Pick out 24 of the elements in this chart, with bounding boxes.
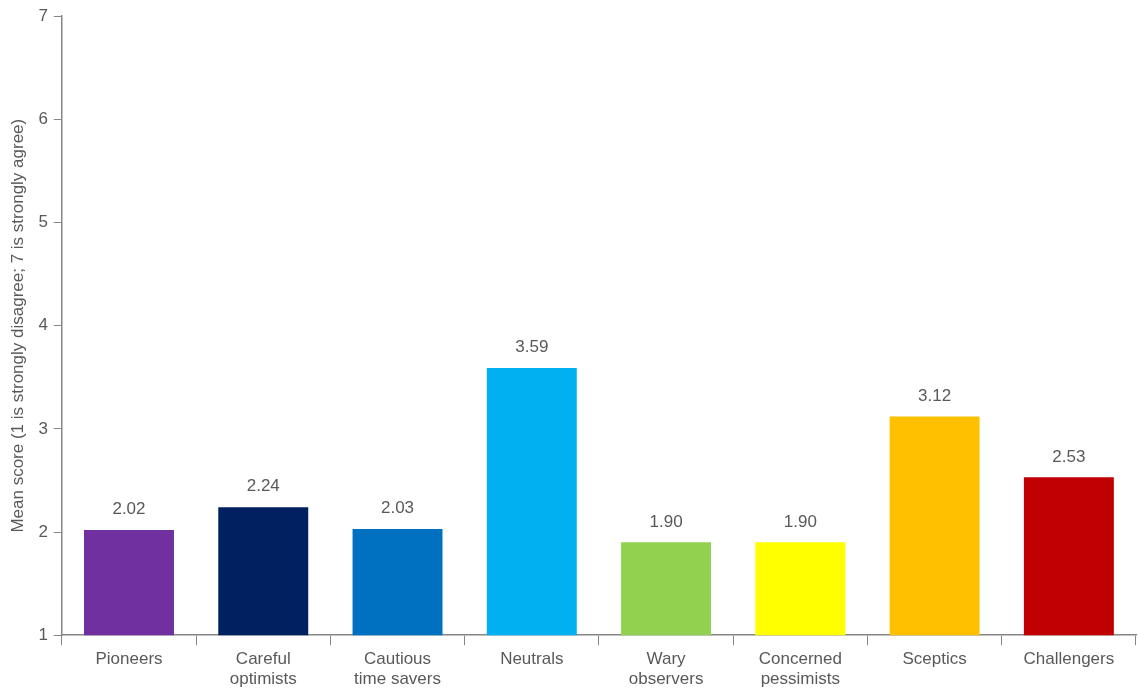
x-tick-label: Careful optimists: [229, 649, 297, 689]
data-label: 3.12: [918, 385, 952, 405]
data-label: 1.90: [649, 511, 683, 531]
y-axis-title: Mean score (1 is strongly disagree; 7 is strongly agree): [7, 118, 27, 533]
data-label: 2.03: [380, 498, 415, 518]
x-tick-label: Pioneers: [95, 649, 163, 669]
y-tick-label: 5: [38, 212, 48, 232]
data-label: 3.59: [515, 337, 549, 357]
data-label: 2.24: [246, 476, 280, 496]
x-tick-label: Wary observers: [628, 649, 704, 689]
x-tick-label: Concerned pessimists: [758, 649, 842, 689]
y-tick-label: 2: [38, 521, 48, 541]
y-tick-label: 4: [38, 315, 48, 335]
x-tick-label: Challengers: [1023, 649, 1115, 669]
y-tick-label: 3: [38, 418, 48, 438]
x-tick-label: Neutrals: [500, 649, 564, 669]
x-tick-label: Sceptics: [902, 649, 967, 669]
data-label: 1.90: [783, 511, 817, 531]
x-tick-label: Cautious time savers: [354, 649, 441, 689]
y-tick-label: 1: [38, 624, 48, 644]
data-label: 2.53: [1052, 446, 1086, 466]
data-label: 2.02: [112, 499, 146, 519]
y-tick-label: 6: [38, 109, 48, 129]
y-tick-label: 7: [38, 5, 48, 25]
